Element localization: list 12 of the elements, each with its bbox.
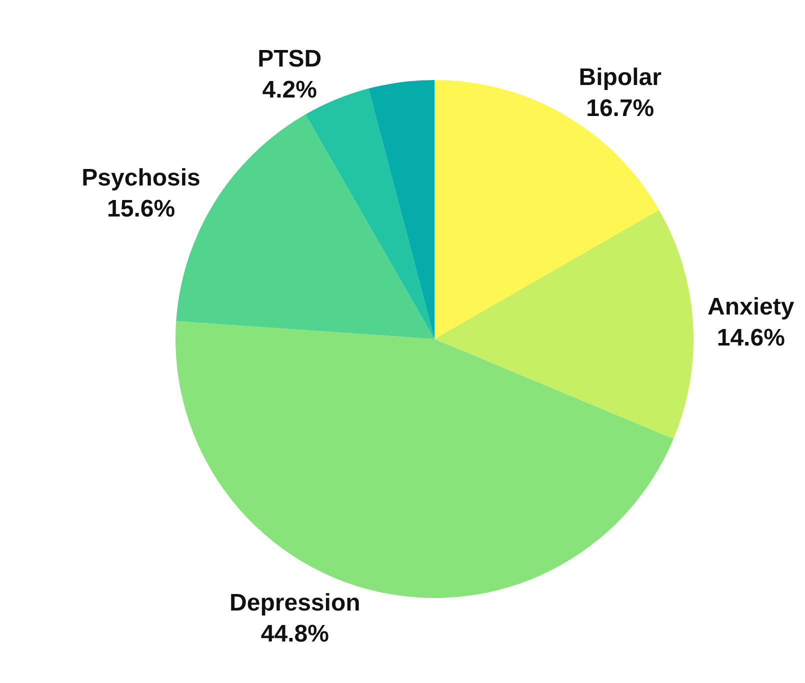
pie-slice: [434, 210, 694, 439]
slice-label: Depression: [230, 589, 360, 616]
data-label: 44.8%: [260, 620, 329, 648]
data-label: 15.6%: [107, 196, 176, 223]
data-label: 4.2%: [262, 76, 317, 104]
data-label: 14.6%: [716, 324, 785, 352]
data-label: 16.7%: [586, 95, 654, 122]
slice-label: Psychosis: [82, 164, 200, 192]
slice-label: Anxiety: [708, 294, 795, 321]
pie-slice: [368, 80, 434, 339]
slice-label: PTSD: [258, 45, 322, 72]
slice-label: Bipolar: [578, 64, 662, 91]
